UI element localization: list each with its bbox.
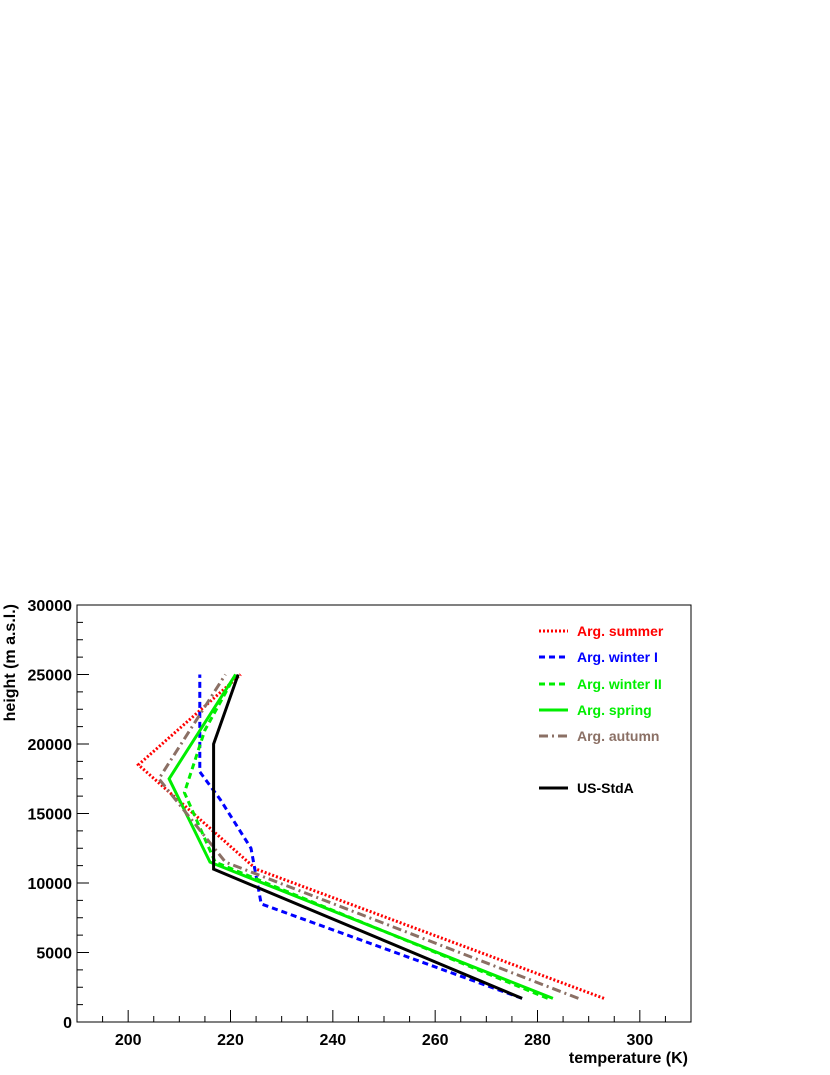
series-line-arg-autumn	[157, 673, 579, 1000]
x-tick-label: 280	[524, 1032, 551, 1049]
series-line-arg-spring	[167, 673, 554, 1000]
y-tick-label: 5000	[36, 946, 72, 963]
series-layer	[136, 673, 605, 1000]
legend-label-arg-autumn: Arg. autumn	[577, 728, 659, 744]
axes: 200 220 240 260 280 300 0 5000 10000 15000 20000 25…	[28, 598, 692, 1049]
x-axis-label: temperature (K)	[569, 1050, 688, 1067]
series-line-arg-summer	[136, 673, 605, 1000]
legend-label-arg-winter-i: Arg. winter I	[577, 649, 658, 665]
y-tick-label: 20000	[28, 737, 73, 754]
y-tick-label: 0	[63, 1015, 72, 1032]
plot-frame	[76, 604, 692, 1023]
legend-label-arg-spring: Arg. spring	[577, 702, 652, 718]
series-line-us-stda	[212, 673, 523, 1000]
legend-label-us-stda: US-StdA	[577, 780, 634, 796]
legend-label-arg-winter-ii: Arg. winter II	[577, 676, 662, 692]
x-tick-label: 220	[217, 1032, 244, 1049]
x-tick-label: 260	[422, 1032, 449, 1049]
y-tick-label: 15000	[28, 807, 73, 824]
x-tick-label: 200	[115, 1032, 142, 1049]
y-tick-label: 25000	[28, 668, 73, 685]
y-tick-label: 10000	[28, 876, 73, 893]
legend: Arg. summer Arg. winter I Arg. winter II Ar…	[539, 623, 664, 796]
legend-label-arg-summer: Arg. summer	[577, 623, 664, 639]
series-line-arg-winter-i	[198, 674, 523, 1000]
series-line-arg-winter-ii	[182, 673, 549, 1000]
y-tick-label: 30000	[28, 598, 73, 615]
x-tick-label: 240	[319, 1032, 346, 1049]
y-axis-label: height (m a.s.l.)	[2, 604, 19, 721]
x-tick-label: 300	[626, 1032, 653, 1049]
